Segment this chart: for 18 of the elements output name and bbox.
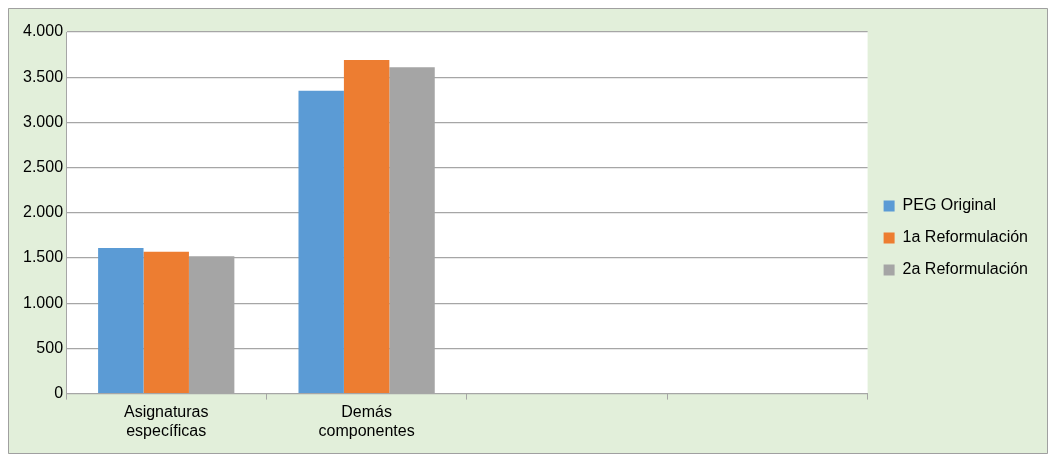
y-tick-label: 1.000	[22, 293, 64, 311]
x-tick-label: Demás componentes	[318, 402, 415, 439]
y-tick-label: 0	[54, 384, 64, 402]
bar	[298, 90, 344, 393]
legend-label: 1a Reformulación	[902, 228, 1029, 246]
y-tick-label: 500	[36, 338, 64, 356]
legend-label: PEG Original	[902, 196, 996, 214]
y-tick-label: 3.500	[22, 67, 64, 85]
y-tick-label: 4.000	[22, 22, 64, 40]
y-tick-label: 2.000	[22, 203, 64, 221]
bar	[343, 60, 390, 393]
bar	[143, 251, 189, 393]
y-tick-label: 3.000	[22, 112, 64, 130]
bar	[98, 248, 144, 393]
y-tick-label: 2.500	[22, 158, 64, 176]
y-tick-label: 1.500	[22, 248, 64, 266]
x-tick-label: Asignaturas específicas	[123, 402, 209, 439]
legend-label: 2a Reformulación	[902, 260, 1029, 278]
